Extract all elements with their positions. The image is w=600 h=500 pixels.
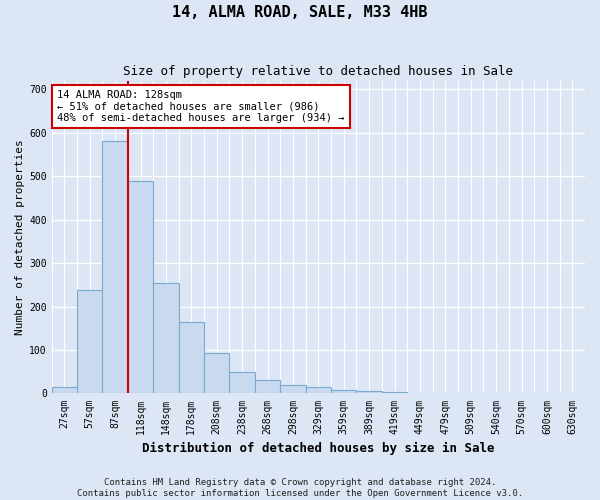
Bar (305, 387, 331, 394)
Text: 14 ALMA ROAD: 128sqm
← 51% of detached houses are smaller (986)
48% of semi-deta: 14 ALMA ROAD: 128sqm ← 51% of detached h… (57, 90, 344, 123)
Bar (255, 380, 280, 394)
Bar (356, 392, 382, 394)
Bar (407, 392, 433, 394)
Bar (179, 322, 204, 394)
Y-axis label: Number of detached properties: Number of detached properties (15, 139, 25, 335)
Title: Size of property relative to detached houses in Sale: Size of property relative to detached ho… (124, 65, 514, 78)
Bar (52, 387, 77, 394)
X-axis label: Distribution of detached houses by size in Sale: Distribution of detached houses by size … (142, 442, 494, 455)
Bar (128, 180, 153, 394)
Bar (229, 372, 255, 394)
Bar (153, 282, 179, 394)
Bar (204, 353, 229, 394)
Bar (331, 390, 356, 394)
Text: Contains HM Land Registry data © Crown copyright and database right 2024.
Contai: Contains HM Land Registry data © Crown c… (77, 478, 523, 498)
Bar (103, 142, 128, 394)
Bar (77, 290, 103, 394)
Text: 14, ALMA ROAD, SALE, M33 4HB: 14, ALMA ROAD, SALE, M33 4HB (172, 5, 428, 20)
Bar (382, 392, 407, 394)
Bar (280, 385, 305, 394)
